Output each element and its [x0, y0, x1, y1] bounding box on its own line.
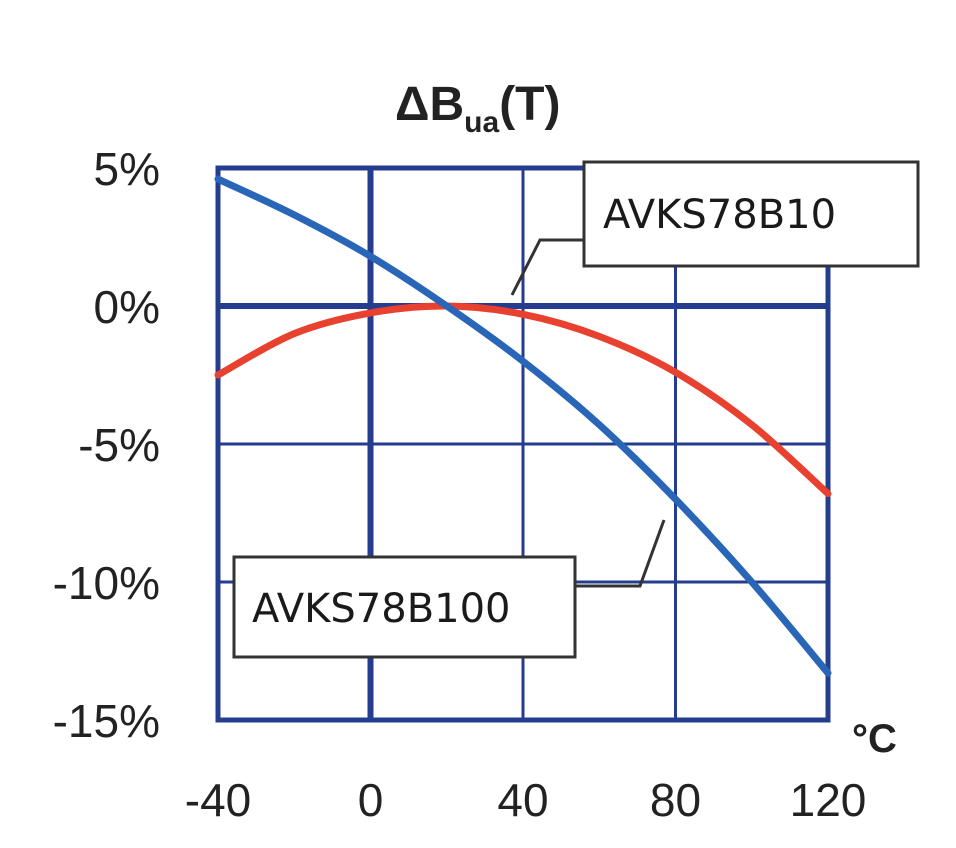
- callout-leader-avks78b100: [575, 519, 666, 588]
- chart-title: ΔBua(T): [395, 78, 560, 139]
- x-tick-label: 0: [358, 774, 384, 826]
- callout-label-avks78b10: AVKS78B10: [603, 192, 836, 238]
- callout-avks78b100: AVKS78B100: [232, 519, 666, 659]
- callout-box-avks78b10: [582, 160, 920, 268]
- x-tick-label: -40: [185, 774, 251, 826]
- y-tick-label: 5%: [94, 143, 160, 195]
- callout-avks78b10: AVKS78B10: [510, 160, 920, 296]
- series-line-avks78b100: [214, 175, 832, 677]
- series-lines: [214, 175, 832, 677]
- x-tick-label: 80: [650, 774, 701, 826]
- x-axis-ticks: -40 0 40 80 120: [185, 774, 867, 826]
- y-tick-label: -10%: [53, 557, 160, 609]
- chart-title-subscript: ua: [464, 106, 499, 139]
- callout-label-avks78b100: AVKS78B100: [252, 586, 510, 632]
- y-tick-label: -15%: [53, 695, 160, 747]
- plot-frame: [215, 165, 831, 723]
- y-axis-ticks: 5% 0% -5% -10% -15%: [53, 143, 160, 747]
- callout-box-avks78b100: [232, 555, 577, 659]
- x-axis-unit: °C: [852, 717, 897, 761]
- callout-leader-avks78b10: [510, 238, 584, 296]
- series-line-avks78b10: [214, 302, 832, 498]
- chart-title-symbol: ΔB: [395, 78, 464, 131]
- x-tick-label: 120: [790, 774, 867, 826]
- x-tick-label: 40: [497, 774, 548, 826]
- y-tick-label: -5%: [78, 419, 160, 471]
- chart-title-suffix: (T): [499, 78, 560, 131]
- y-tick-label: 0%: [94, 281, 160, 333]
